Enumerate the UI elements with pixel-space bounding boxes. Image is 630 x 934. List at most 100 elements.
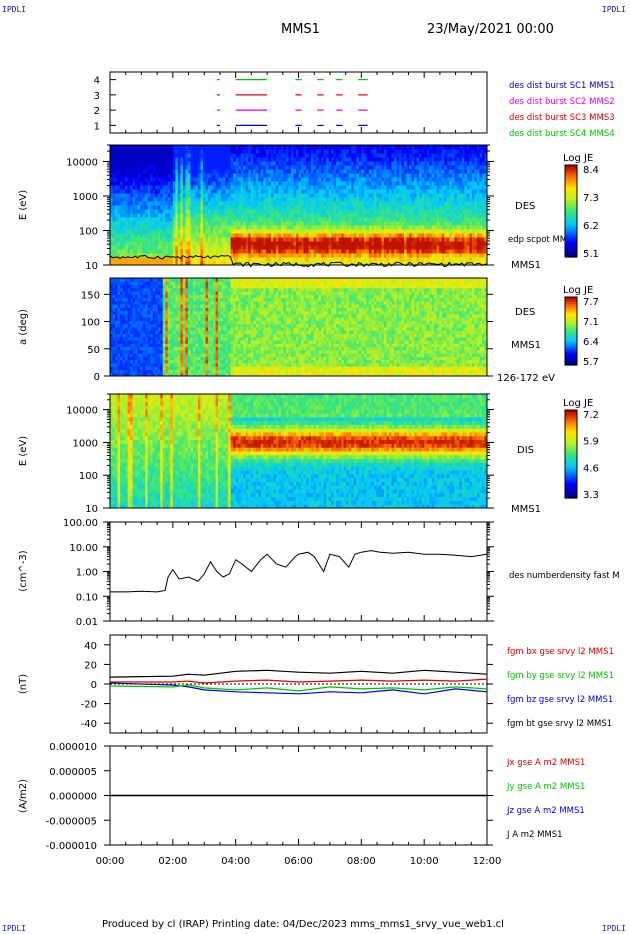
des-energy-cell bbox=[132, 165, 136, 170]
des-energy-cell bbox=[301, 233, 305, 238]
des-energy-cell bbox=[182, 221, 186, 226]
des-energy-cell bbox=[356, 197, 360, 202]
des-energy-cell bbox=[238, 149, 242, 154]
des-energy-cell bbox=[479, 253, 483, 258]
des-energy-cell bbox=[110, 189, 114, 194]
des-energy-cell bbox=[311, 189, 315, 194]
des-energy-cell bbox=[160, 149, 164, 154]
des-energy-cell bbox=[180, 161, 184, 166]
des-energy-cell bbox=[484, 237, 488, 242]
des-energy-cell bbox=[321, 157, 325, 162]
des-energy-cell bbox=[474, 205, 478, 210]
des-energy-cell bbox=[366, 213, 370, 218]
des-energy-cell bbox=[115, 181, 119, 186]
des-energy-cell bbox=[298, 173, 302, 178]
des-energy-cell bbox=[381, 197, 385, 202]
des-energy-cell bbox=[172, 185, 176, 190]
des-energy-cell bbox=[341, 193, 345, 198]
des-energy-cell bbox=[363, 153, 367, 158]
des-energy-cell bbox=[130, 213, 134, 218]
des-energy-cell bbox=[180, 249, 184, 254]
des-energy-cell bbox=[368, 165, 372, 170]
des-energy-cell bbox=[456, 257, 460, 262]
des-energy-cell bbox=[110, 253, 114, 258]
des-energy-cell bbox=[117, 181, 121, 186]
des-energy-cell bbox=[479, 249, 483, 254]
des-energy-cell bbox=[361, 149, 365, 154]
des-energy-cell bbox=[404, 177, 408, 182]
des-energy-cell bbox=[187, 181, 191, 186]
des-energy-cell bbox=[484, 217, 488, 222]
des-energy-cell bbox=[363, 193, 367, 198]
des-energy-cell bbox=[358, 189, 362, 194]
des-energy-cell bbox=[177, 221, 181, 226]
des-energy-cell bbox=[233, 189, 237, 194]
des-energy-cell bbox=[263, 225, 267, 230]
des-energy-cell bbox=[356, 213, 360, 218]
des-energy-cell bbox=[283, 145, 287, 150]
des-energy-cell bbox=[333, 253, 337, 258]
des-energy-cell bbox=[162, 185, 166, 190]
des-energy-cell bbox=[459, 181, 463, 186]
des-energy-cell bbox=[238, 169, 242, 174]
des-energy-cell bbox=[180, 225, 184, 230]
des-energy-cell bbox=[451, 253, 455, 258]
des-energy-cell bbox=[167, 157, 171, 162]
des-energy-cell bbox=[253, 241, 257, 246]
des-energy-cell bbox=[311, 177, 315, 182]
des-energy-cell bbox=[215, 245, 219, 250]
des-energy-cell bbox=[313, 193, 317, 198]
des-energy-cell bbox=[202, 229, 207, 234]
des-energy-cell bbox=[165, 157, 169, 162]
des-energy-cell bbox=[338, 185, 342, 190]
des-energy-cell bbox=[378, 165, 382, 170]
des-energy-cell bbox=[456, 193, 460, 198]
des-energy-cell bbox=[155, 213, 159, 218]
des-energy-cell bbox=[343, 237, 347, 242]
des-energy-cell bbox=[426, 153, 430, 158]
des-energy-cell bbox=[484, 193, 488, 198]
des-energy-cell bbox=[175, 237, 179, 242]
des-energy-cell bbox=[343, 261, 347, 266]
des-energy-cell bbox=[353, 153, 357, 158]
des-energy-cell bbox=[348, 221, 352, 226]
des-energy-cell bbox=[311, 257, 315, 262]
des-energy-cell bbox=[469, 185, 473, 190]
des-energy-cell bbox=[220, 181, 224, 186]
des-energy-cell bbox=[155, 257, 159, 262]
des-energy-cell bbox=[205, 245, 209, 250]
des-energy-cell bbox=[110, 213, 114, 218]
des-energy-cell bbox=[381, 237, 385, 242]
des-energy-cell bbox=[135, 245, 139, 250]
des-energy-cell bbox=[240, 201, 244, 206]
des-energy-cell bbox=[135, 201, 139, 206]
des-energy-cell bbox=[273, 169, 277, 174]
des-energy-cell bbox=[250, 193, 254, 198]
des-energy-cell bbox=[338, 169, 342, 174]
des-energy-cell bbox=[476, 181, 480, 186]
des-energy-cell bbox=[436, 249, 440, 254]
des-energy-cell bbox=[268, 233, 272, 238]
des-energy-cell bbox=[439, 185, 443, 190]
des-energy-cell bbox=[192, 153, 196, 158]
des-energy-cell bbox=[110, 221, 114, 226]
des-energy-cell bbox=[346, 189, 350, 194]
des-energy-cell bbox=[388, 153, 392, 158]
des-energy-cell bbox=[270, 201, 274, 206]
des-energy-cell bbox=[436, 261, 440, 266]
des-energy-cell bbox=[202, 189, 207, 194]
des-energy-cell bbox=[240, 225, 244, 230]
des-energy-cell bbox=[419, 249, 423, 254]
des-energy-cell bbox=[371, 193, 375, 198]
des-energy-cell bbox=[152, 261, 156, 266]
des-energy-cell bbox=[479, 165, 483, 170]
des-energy-cell bbox=[125, 233, 129, 238]
des-energy-cell bbox=[404, 193, 408, 198]
des-energy-cell bbox=[396, 245, 400, 250]
des-energy-cell bbox=[150, 245, 154, 250]
des-energy-cell bbox=[275, 153, 279, 158]
des-energy-cell bbox=[253, 161, 257, 166]
des-energy-cell bbox=[263, 149, 267, 154]
des-energy-cell bbox=[218, 197, 222, 202]
des-energy-cell bbox=[180, 197, 184, 202]
